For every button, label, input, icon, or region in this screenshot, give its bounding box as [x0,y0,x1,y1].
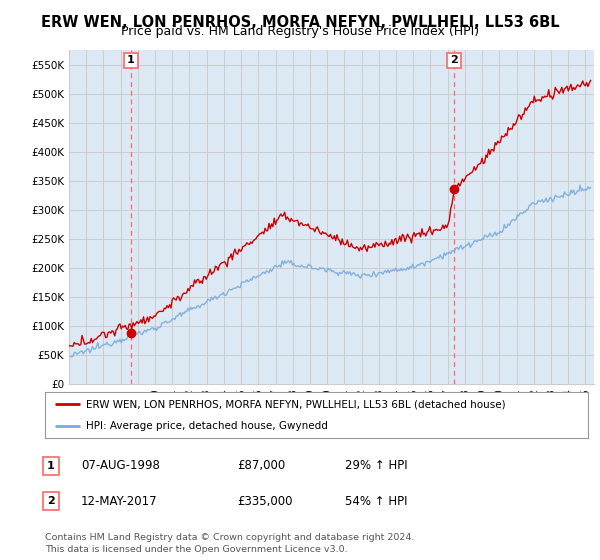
Text: 07-AUG-1998: 07-AUG-1998 [81,459,160,473]
Text: 1: 1 [47,461,55,471]
Text: Contains HM Land Registry data © Crown copyright and database right 2024.: Contains HM Land Registry data © Crown c… [45,533,415,542]
Text: 54% ↑ HPI: 54% ↑ HPI [345,494,407,508]
Text: £335,000: £335,000 [237,494,293,508]
Text: ERW WEN, LON PENRHOS, MORFA NEFYN, PWLLHELI, LL53 6BL: ERW WEN, LON PENRHOS, MORFA NEFYN, PWLLH… [41,15,559,30]
Text: £87,000: £87,000 [237,459,285,473]
Text: 1: 1 [127,55,135,66]
Text: HPI: Average price, detached house, Gwynedd: HPI: Average price, detached house, Gwyn… [86,421,328,431]
Text: 29% ↑ HPI: 29% ↑ HPI [345,459,407,473]
Text: 2: 2 [47,496,55,506]
Text: Price paid vs. HM Land Registry's House Price Index (HPI): Price paid vs. HM Land Registry's House … [121,25,479,38]
Text: ERW WEN, LON PENRHOS, MORFA NEFYN, PWLLHELI, LL53 6BL (detached house): ERW WEN, LON PENRHOS, MORFA NEFYN, PWLLH… [86,399,505,409]
Text: 2: 2 [450,55,458,66]
Text: 12-MAY-2017: 12-MAY-2017 [81,494,158,508]
Text: This data is licensed under the Open Government Licence v3.0.: This data is licensed under the Open Gov… [45,545,347,554]
